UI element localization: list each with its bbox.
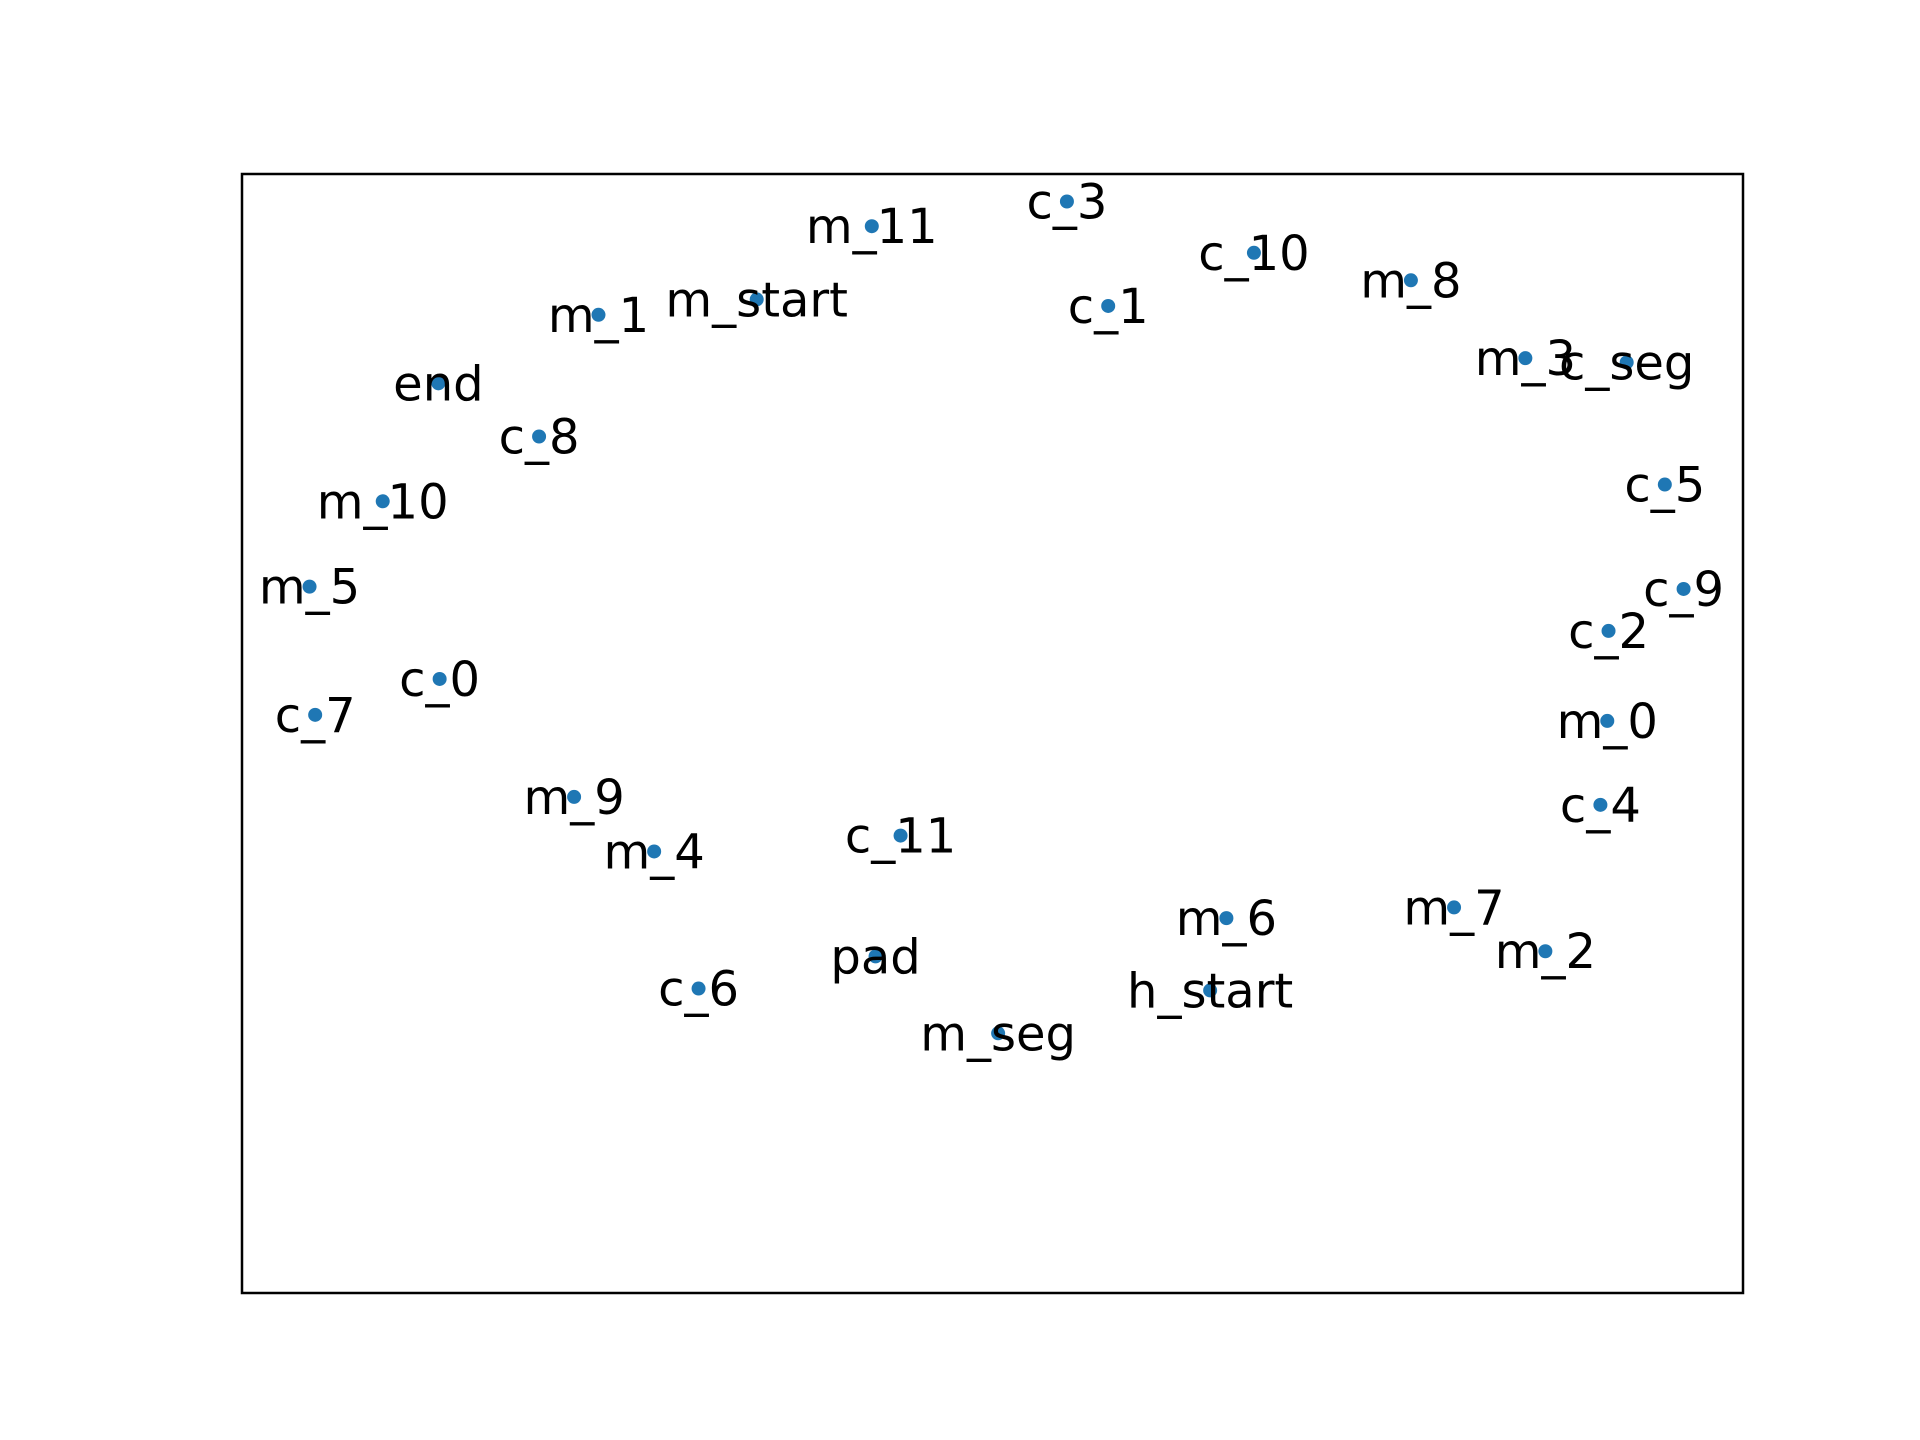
point-label: c_1 bbox=[1068, 279, 1149, 335]
point-marker bbox=[691, 981, 706, 996]
data-point: c_0 bbox=[399, 652, 480, 708]
point-label: h_start bbox=[1127, 963, 1293, 1019]
data-point: c_4 bbox=[1560, 778, 1641, 834]
data-point: c_7 bbox=[275, 688, 356, 744]
point-marker bbox=[1101, 298, 1116, 313]
data-point: m_10 bbox=[317, 474, 449, 530]
point-label: c_7 bbox=[275, 688, 356, 744]
point-label: c_10 bbox=[1198, 226, 1309, 282]
data-point: c_6 bbox=[658, 962, 739, 1018]
data-point: c_2 bbox=[1568, 604, 1649, 660]
data-point: m_8 bbox=[1360, 253, 1461, 309]
point-label: m_0 bbox=[1557, 694, 1658, 750]
point-label: m_4 bbox=[604, 824, 705, 880]
data-point: m_0 bbox=[1557, 694, 1658, 750]
data-point: m_1 bbox=[548, 288, 649, 344]
data-point: c_10 bbox=[1198, 226, 1309, 282]
data-point: c_9 bbox=[1643, 562, 1724, 618]
point-marker bbox=[1676, 581, 1691, 596]
data-point: c_5 bbox=[1624, 458, 1705, 514]
point-marker bbox=[893, 828, 908, 843]
data-point: c_3 bbox=[1026, 175, 1107, 231]
data-point: c_11 bbox=[845, 809, 956, 865]
point-marker bbox=[1203, 983, 1218, 998]
data-point: m_3 bbox=[1475, 331, 1576, 387]
point-marker bbox=[308, 707, 323, 722]
point-marker bbox=[991, 1026, 1006, 1041]
point-marker bbox=[532, 429, 547, 444]
point-marker bbox=[1601, 623, 1616, 638]
point-marker bbox=[302, 579, 317, 594]
point-label: c_0 bbox=[399, 652, 480, 708]
point-label: m_8 bbox=[1360, 253, 1461, 309]
point-marker bbox=[1657, 477, 1672, 492]
point-label: c_seg bbox=[1559, 335, 1694, 391]
point-marker bbox=[1219, 911, 1234, 926]
point-marker bbox=[749, 292, 764, 307]
point-marker bbox=[864, 219, 879, 234]
point-marker bbox=[1403, 273, 1418, 288]
point-label: m_2 bbox=[1495, 924, 1596, 980]
point-label: m_10 bbox=[317, 474, 449, 530]
point-label: m_1 bbox=[548, 288, 649, 344]
point-label: c_2 bbox=[1568, 604, 1649, 660]
point-label: end bbox=[393, 356, 483, 412]
point-marker bbox=[432, 671, 447, 686]
point-marker bbox=[1246, 245, 1261, 260]
point-marker bbox=[1619, 355, 1634, 370]
data-point: h_start bbox=[1127, 963, 1293, 1019]
data-point: m_7 bbox=[1403, 880, 1504, 936]
point-label: m_3 bbox=[1475, 331, 1576, 387]
data-point: m_start bbox=[665, 272, 848, 328]
point-marker bbox=[1518, 351, 1533, 366]
point-marker bbox=[1593, 797, 1608, 812]
data-point: c_seg bbox=[1559, 335, 1694, 391]
data-point: c_8 bbox=[499, 409, 580, 465]
point-label: m_6 bbox=[1176, 891, 1277, 947]
point-marker bbox=[1600, 713, 1615, 728]
point-marker bbox=[375, 494, 390, 509]
point-marker bbox=[1059, 194, 1074, 209]
point-label: pad bbox=[830, 929, 920, 985]
data-point: m_2 bbox=[1495, 924, 1596, 980]
point-marker bbox=[591, 307, 606, 322]
data-point: end bbox=[393, 356, 483, 412]
point-label: c_4 bbox=[1560, 778, 1641, 834]
point-label: m_7 bbox=[1403, 880, 1504, 936]
point-label: m_5 bbox=[259, 560, 360, 616]
point-label: m_9 bbox=[523, 770, 624, 826]
data-point: m_6 bbox=[1176, 891, 1277, 947]
data-point: m_seg bbox=[920, 1006, 1076, 1062]
point-label: c_6 bbox=[658, 962, 739, 1018]
point-marker bbox=[567, 789, 582, 804]
point-label: c_8 bbox=[499, 409, 580, 465]
points-layer: m_11 c_3 c_10 m_8 c_1 m_start m_1 m_3c_seg end c_… bbox=[259, 175, 1724, 1063]
data-point: c_1 bbox=[1068, 279, 1149, 335]
data-point: m_9 bbox=[523, 770, 624, 826]
point-label: c_9 bbox=[1643, 562, 1724, 618]
point-label: c_3 bbox=[1026, 175, 1107, 231]
plot-area-frame bbox=[240, 172, 1745, 1295]
point-marker bbox=[1538, 944, 1553, 959]
point-marker bbox=[868, 949, 883, 964]
data-point: m_5 bbox=[259, 560, 360, 616]
data-point: m_4 bbox=[604, 824, 705, 880]
point-marker bbox=[431, 376, 446, 391]
point-label: m_start bbox=[665, 272, 848, 328]
point-label: c_11 bbox=[845, 809, 956, 865]
point-label: m_seg bbox=[920, 1006, 1076, 1062]
point-marker bbox=[647, 844, 662, 859]
data-point: pad bbox=[830, 929, 920, 985]
point-marker bbox=[1447, 900, 1462, 915]
point-label: c_5 bbox=[1624, 458, 1705, 514]
point-label: m_11 bbox=[806, 199, 938, 255]
data-point: m_11 bbox=[806, 199, 938, 255]
